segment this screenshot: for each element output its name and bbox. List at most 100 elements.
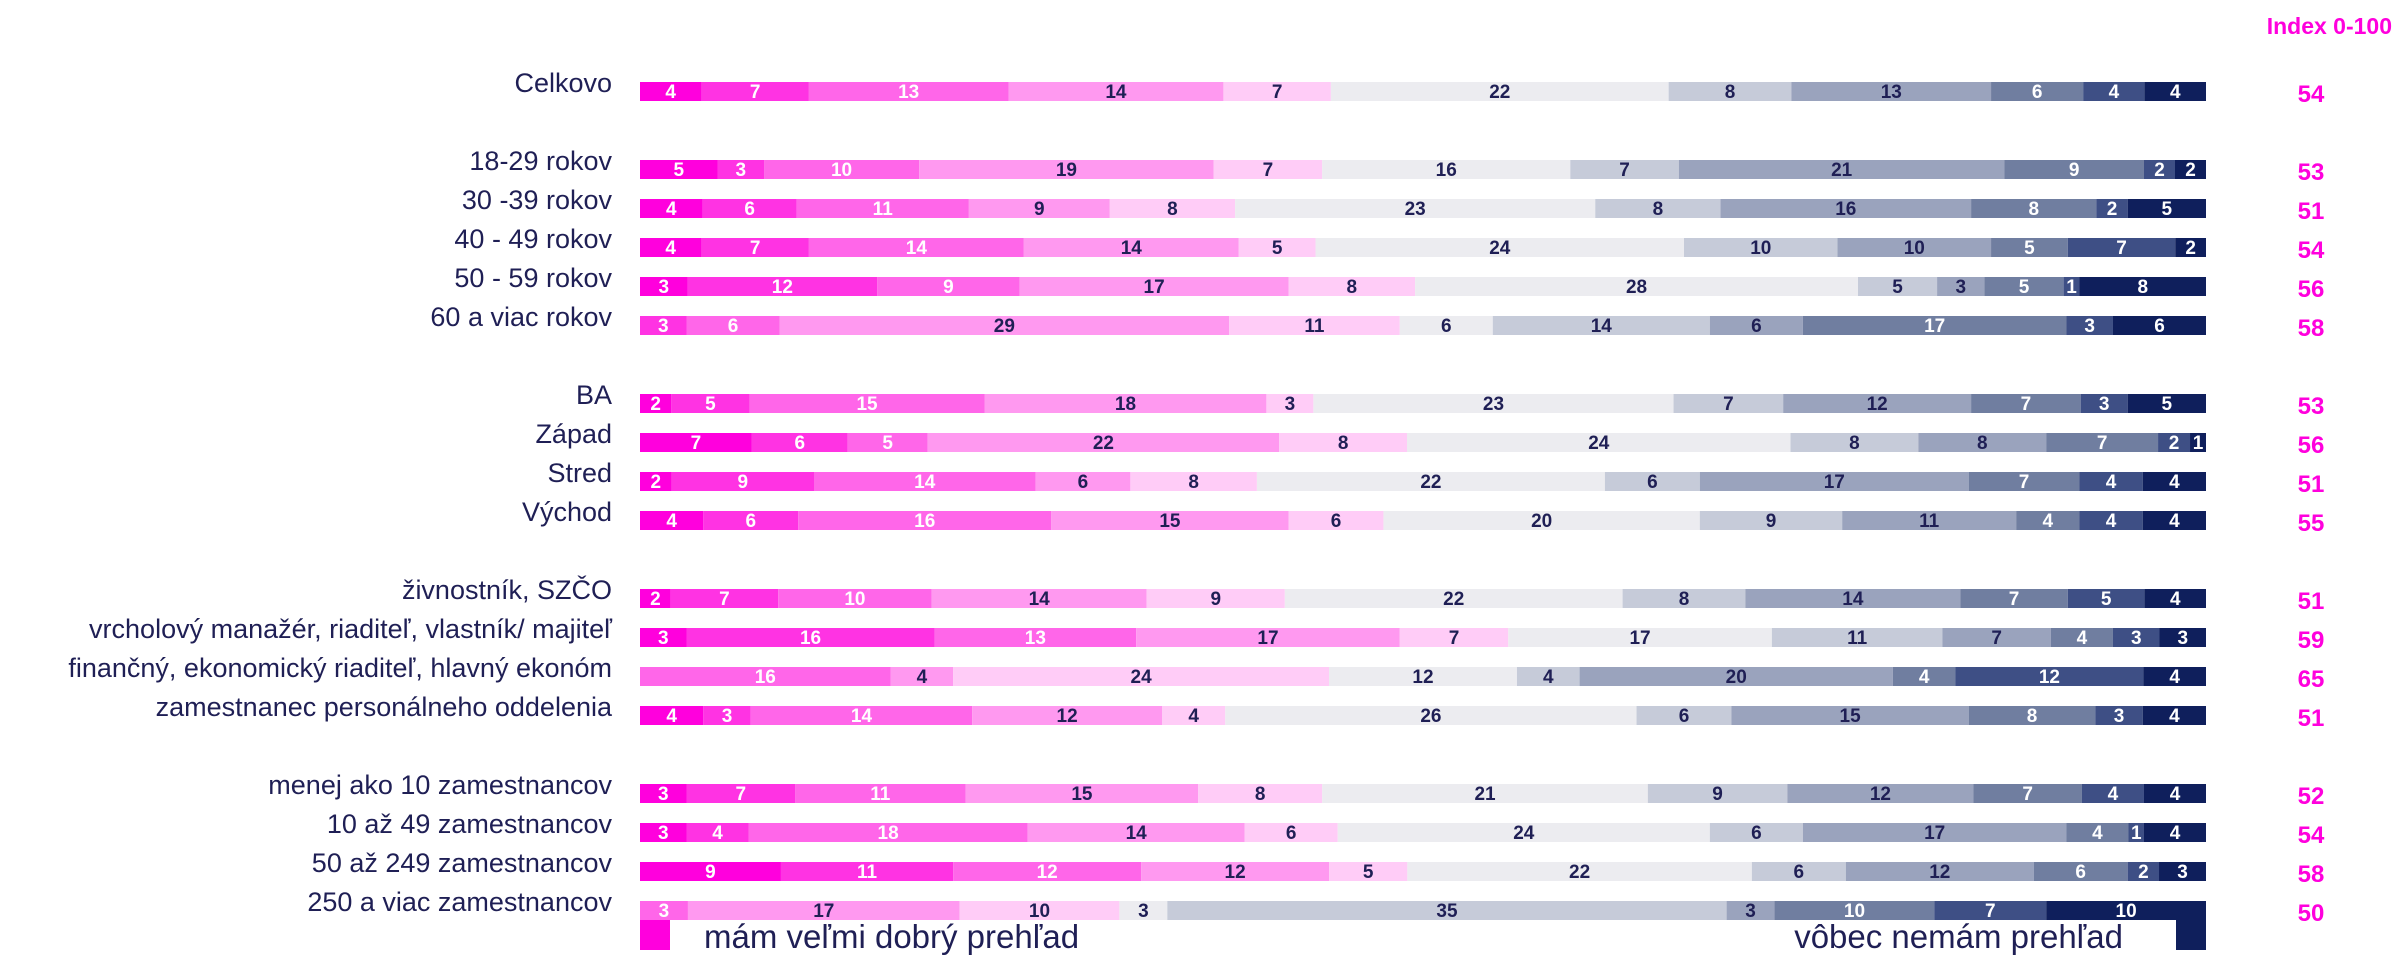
bar-segment	[1991, 82, 2084, 101]
segment-value-label: 6	[2154, 316, 2165, 337]
segment-value-label: 7	[691, 433, 702, 454]
bar-segment	[640, 823, 687, 842]
bar-segment	[1035, 472, 1131, 491]
bar-segment	[1167, 901, 1727, 920]
bar-segment	[686, 316, 780, 335]
segment-value-label: 7	[1263, 160, 1274, 181]
segment-value-label: 4	[2170, 82, 2181, 103]
bar-segment	[2174, 160, 2206, 179]
bar-segment	[1579, 667, 1893, 686]
bar-segment	[1802, 316, 2067, 335]
bar-segment	[2128, 823, 2144, 842]
bar-segment	[1508, 628, 1772, 647]
segment-value-label: 3	[1745, 901, 1756, 922]
segment-value-label: 15	[1159, 511, 1181, 532]
segment-value-label: 23	[1483, 394, 1504, 415]
segment-value-label: 6	[1679, 706, 1690, 727]
segment-value-label: 4	[1543, 667, 1554, 688]
bar-segment	[959, 901, 1120, 920]
row-label: menej ako 10 zamestnancov	[268, 770, 612, 800]
segment-value-label: 3	[735, 160, 746, 181]
bar-segment	[1146, 589, 1285, 608]
bar-segment	[2004, 160, 2144, 179]
bar-segment	[2081, 784, 2144, 803]
segment-value-label: 13	[898, 82, 919, 103]
bar-segment	[2143, 667, 2206, 686]
bar-segment	[1731, 706, 1969, 725]
bar-segment	[1213, 160, 1323, 179]
row-label: 40 - 49 rokov	[454, 224, 612, 254]
bar-segment	[1415, 277, 1858, 296]
bar-segment	[1774, 901, 1935, 920]
bar-segment	[1968, 472, 2080, 491]
chart-row: menej ako 10 zamestnancov 3 7 11 15 8 21 9 12 7 4 4…	[268, 770, 2324, 810]
segment-value-label: 11	[873, 199, 894, 220]
row-label: 250 a viac zamestnancov	[307, 887, 612, 917]
index-value: 54	[2298, 237, 2325, 264]
bar-segment	[640, 901, 688, 920]
segment-value-label: 6	[795, 433, 806, 454]
bar-segment	[702, 199, 797, 218]
bar-segment	[2083, 82, 2145, 101]
segment-value-label: 14	[1591, 316, 1613, 337]
bar-segment	[703, 511, 799, 530]
segment-value-label: 14	[1126, 823, 1148, 844]
bar-segment	[1322, 160, 1571, 179]
bar-segment	[1709, 316, 1803, 335]
row-label: 60 a viac rokov	[430, 302, 612, 332]
chart-row: Celkovo 4 7 13 14 7 22 8 13 6 4 4 54	[514, 68, 2325, 108]
segment-value-label: 2	[2138, 862, 2149, 883]
row-label: BA	[576, 380, 612, 410]
segment-value-label: 7	[719, 589, 730, 610]
bar-segment	[2143, 784, 2206, 803]
chart-row: Stred 2 9 14 6 8 22 6 17 7 4 4 51	[547, 458, 2324, 498]
bar-segment	[1783, 394, 1972, 413]
bar-segment	[687, 901, 960, 920]
index-value: 50	[2298, 900, 2325, 927]
segment-value-label: 12	[1870, 784, 1891, 805]
segment-value-label: 7	[2021, 394, 2032, 415]
bar-segment	[1141, 862, 1330, 881]
legend-swatch-positive	[640, 920, 670, 950]
segment-value-label: 4	[917, 667, 928, 688]
bar-segment	[890, 667, 954, 686]
segment-value-label: 4	[2108, 784, 2119, 805]
segment-value-label: 9	[1712, 784, 1723, 805]
bar-segment	[1023, 238, 1239, 257]
row-label: 30 -39 rokov	[462, 185, 613, 215]
bar-segment	[780, 862, 954, 881]
segment-value-label: 22	[1489, 82, 1510, 103]
bar-segment	[1516, 667, 1580, 686]
segment-value-label: 7	[750, 82, 761, 103]
segment-value-label: 16	[914, 511, 935, 532]
segment-value-label: 6	[728, 316, 739, 337]
bar-segment	[2066, 823, 2129, 842]
segment-value-label: 4	[666, 199, 677, 220]
bar-segment	[2046, 433, 2159, 452]
segment-value-label: 8	[1188, 472, 1199, 493]
segment-value-label: 15	[1840, 706, 1862, 727]
bar-segment	[2159, 862, 2206, 881]
bar-segment	[779, 316, 1230, 335]
bar-segment	[972, 706, 1162, 725]
segment-value-label: 10	[831, 160, 852, 181]
segment-value-label: 11	[1847, 628, 1868, 649]
segment-value-label: 24	[1489, 238, 1511, 259]
bar-segment	[2079, 511, 2143, 530]
segment-value-label: 14	[1842, 589, 1864, 610]
bar-segment	[686, 823, 749, 842]
segment-value-label: 7	[1272, 82, 1283, 103]
chart-row: 50 až 249 zamestnancov 9 11 12 12 5 22 6 12 6 2 3 58	[312, 848, 2325, 888]
bar-segment	[2050, 628, 2113, 647]
segment-value-label: 17	[1924, 823, 1945, 844]
segment-value-label: 11	[857, 862, 878, 883]
segment-value-label: 8	[1255, 784, 1266, 805]
bar-segment	[2067, 238, 2176, 257]
row-label: 50 - 59 rokov	[454, 263, 612, 293]
segment-value-label: 21	[1831, 160, 1853, 181]
segment-value-label: 4	[665, 82, 676, 103]
segment-value-label: 22	[1420, 472, 1441, 493]
bar-segment	[1051, 511, 1289, 530]
segment-value-label: 22	[1443, 589, 1464, 610]
